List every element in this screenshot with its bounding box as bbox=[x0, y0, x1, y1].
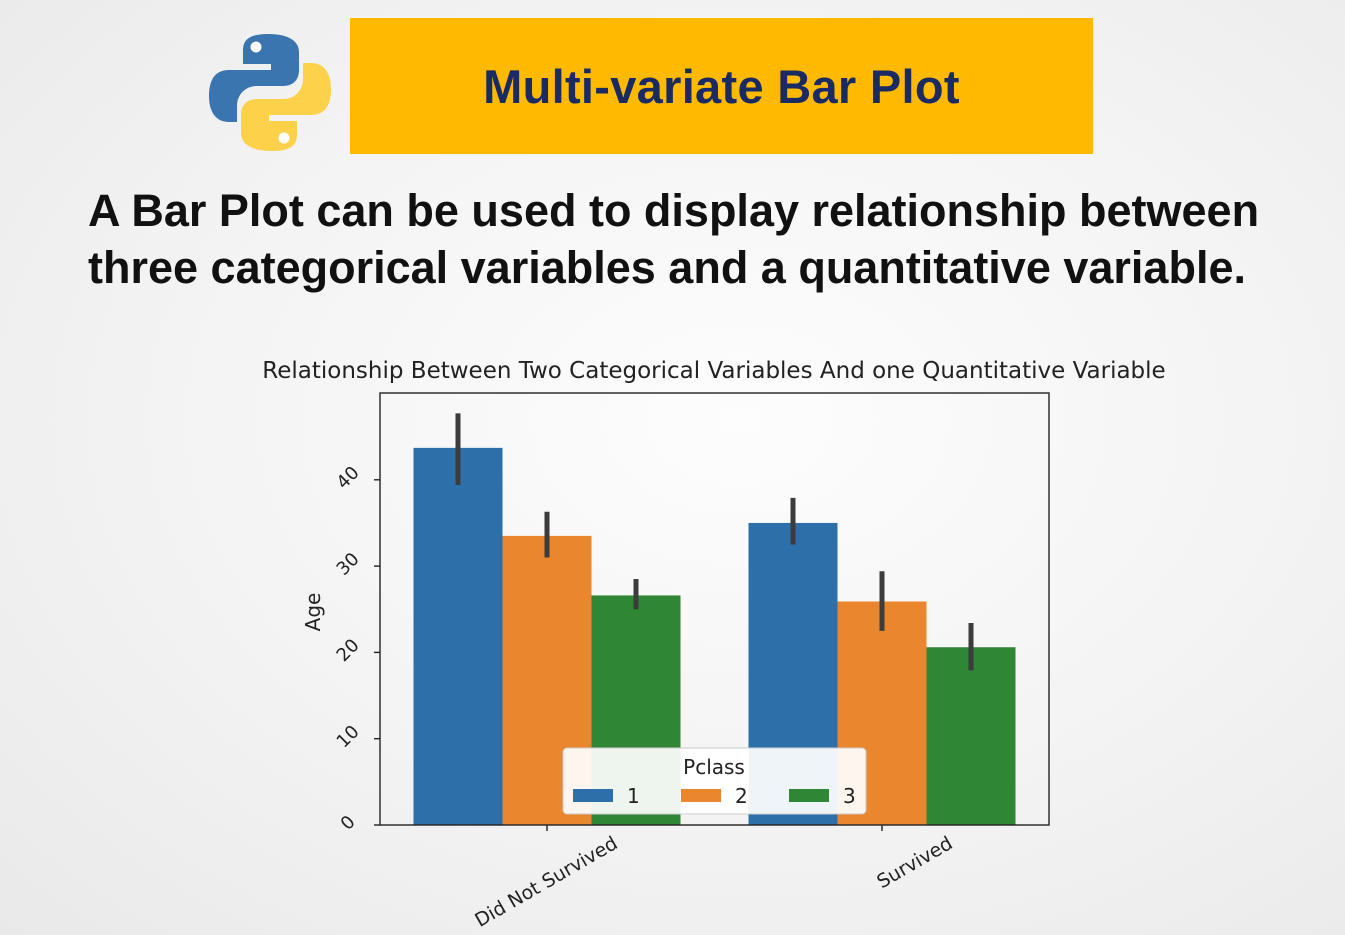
python-logo-blue-half bbox=[209, 34, 299, 122]
subtitle-line-1: A Bar Plot can be used to display relati… bbox=[88, 185, 1260, 236]
x-tick-label: Survived bbox=[873, 832, 956, 893]
plot-frame bbox=[379, 392, 1050, 826]
y-axis: 0 10 20 30 40 bbox=[333, 462, 380, 835]
title-banner: Multi-variate Bar Plot bbox=[350, 18, 1093, 154]
legend-label-3: 3 bbox=[843, 784, 856, 808]
python-logo-eye-bottom bbox=[278, 132, 290, 144]
legend-swatch-1 bbox=[573, 789, 613, 802]
y-tick-label: 30 bbox=[333, 549, 364, 580]
chart-title: Relationship Between Two Categorical Var… bbox=[262, 358, 1165, 384]
y-tick-label: 40 bbox=[333, 462, 364, 493]
legend-label-2: 2 bbox=[735, 784, 748, 808]
bar-pclass-3-survived bbox=[926, 647, 1016, 825]
python-logo-icon bbox=[209, 34, 331, 151]
slide-subtitle: A Bar Plot can be used to display relati… bbox=[88, 182, 1343, 296]
y-axis-label: Age bbox=[301, 593, 325, 632]
legend-title: Pclass bbox=[683, 755, 745, 779]
y-tick-label: 20 bbox=[333, 635, 364, 666]
y-tick-label: 10 bbox=[333, 721, 364, 752]
legend: Pclass 1 2 3 bbox=[562, 747, 867, 815]
subtitle-line-2: three categorical variables and a quanti… bbox=[88, 242, 1246, 293]
legend-swatch-2 bbox=[681, 789, 721, 802]
bar-pclass-1-did-not-survived bbox=[413, 447, 503, 825]
legend-swatch-3 bbox=[789, 789, 829, 802]
python-logo-yellow-half bbox=[241, 63, 331, 151]
x-tick-label: Did Not Survived bbox=[471, 832, 621, 931]
errorbar-group bbox=[455, 413, 974, 671]
slide-title: Multi-variate Bar Plot bbox=[483, 59, 960, 113]
y-tick-label: 0 bbox=[337, 812, 360, 835]
python-logo-eye-top bbox=[250, 41, 262, 53]
legend-label-1: 1 bbox=[627, 784, 640, 808]
x-axis: Did Not Survived Survived bbox=[471, 825, 957, 932]
